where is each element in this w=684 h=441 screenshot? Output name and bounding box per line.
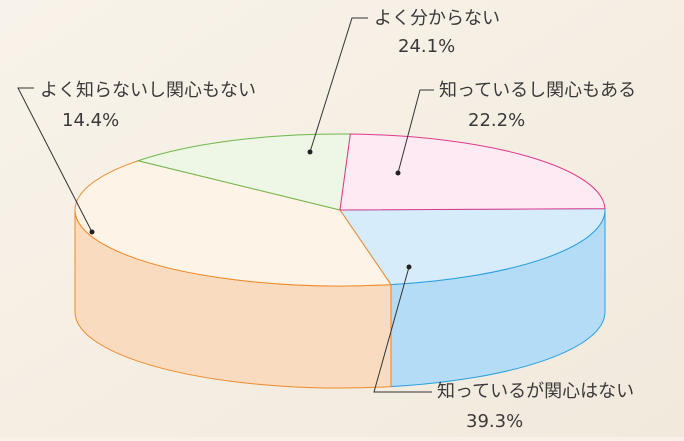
slice-value-3: 14.4%: [62, 110, 119, 131]
slice-label-2: 知っているが関心はない: [437, 381, 634, 402]
leader-dot-3: [89, 229, 95, 235]
leader-line-3: [17, 87, 93, 233]
slice-label-3: よく知らないし関心もない: [40, 80, 256, 101]
slice-label-4: よく分からない: [374, 8, 500, 29]
leader-dot-1: [395, 170, 401, 176]
slice-top-4: [339, 133, 606, 211]
slice-top-2: [74, 160, 392, 287]
leader-line-4: [309, 17, 368, 153]
slice-value-2: 39.3%: [466, 411, 523, 432]
leader-dot-4: [307, 149, 313, 155]
leader-line-1: [397, 89, 434, 174]
leader-line-2: [373, 266, 432, 393]
leader-dot-2: [406, 264, 412, 270]
slice-top-3: [136, 133, 351, 211]
slice-value-4: 24.1%: [398, 36, 455, 57]
slice-value-1: 22.2%: [468, 110, 525, 131]
slice-label-1: 知っているし関心もある: [439, 80, 636, 101]
slice-top-1: [339, 208, 606, 286]
